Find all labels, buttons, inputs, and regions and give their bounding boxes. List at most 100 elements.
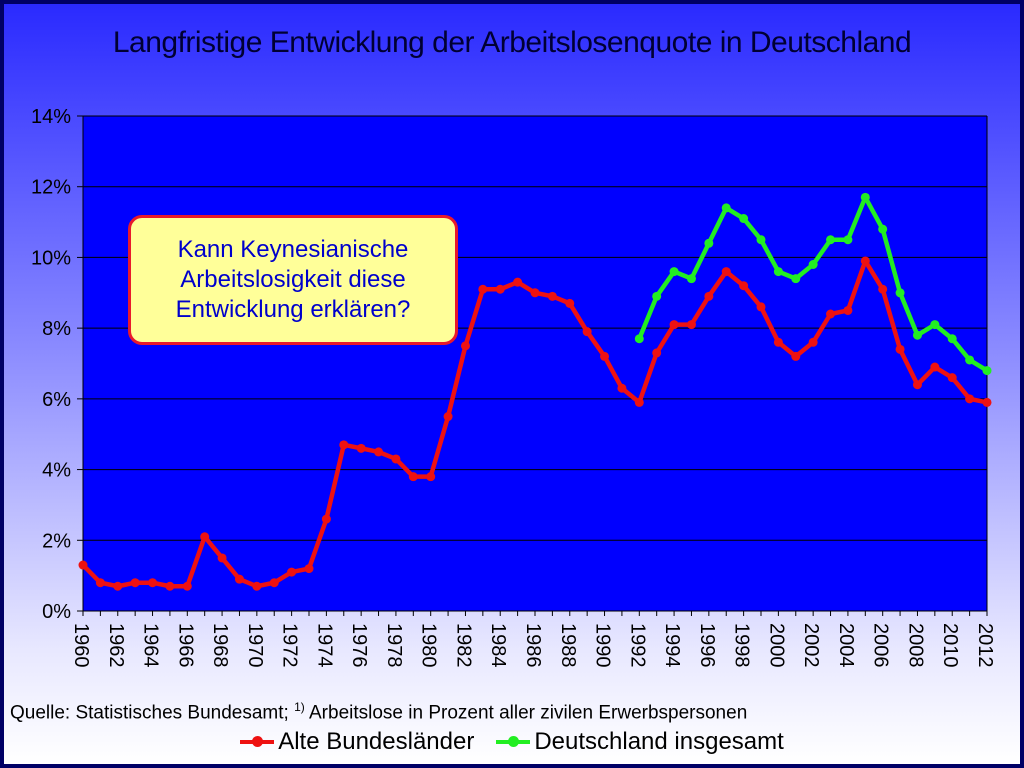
x-tick-label: 1994 <box>661 623 683 668</box>
chart-title: Langfristige Entwicklung der Arbeitslose… <box>112 26 912 59</box>
data-point <box>391 454 401 464</box>
source-note-prefix: Quelle: Statistisches Bundesamt; <box>10 702 295 724</box>
y-axis: 0% 2% 4% 6% 8% 10% 12% 14% <box>31 106 83 623</box>
data-point <box>826 309 836 319</box>
data-point <box>321 514 331 524</box>
x-tick-label: 1962 <box>105 623 127 668</box>
x-tick-label: 1964 <box>140 623 162 668</box>
data-point <box>912 380 922 390</box>
x-tick-label: 1984 <box>487 623 509 668</box>
data-point <box>478 284 488 294</box>
data-point <box>234 574 244 584</box>
callout-text: Kann Keynesianische Arbeitslosigkeit die… <box>175 236 411 323</box>
data-point <box>965 394 975 404</box>
data-point <box>930 320 940 330</box>
data-point <box>78 560 88 570</box>
data-point <box>704 291 714 301</box>
data-point <box>895 288 905 298</box>
line-chart: 0% 2% 4% 6% 8% 10% 12% 14% 1960 1962 1964 1966 1968… <box>31 106 996 668</box>
data-point <box>513 277 523 287</box>
legend-entry-alte-bundeslaender: Alte Bundesländer <box>240 728 474 756</box>
data-point <box>530 288 540 298</box>
x-tick-label: 1986 <box>522 623 544 668</box>
data-point <box>634 397 644 407</box>
data-point <box>843 235 853 245</box>
x-axis: 1960 1962 1964 1966 1968 1970 1972 1974 1976 1978… <box>70 611 996 668</box>
data-point <box>460 341 470 351</box>
legend-swatch-red <box>240 736 275 747</box>
data-point <box>721 267 731 277</box>
y-tick-label: 8% <box>42 318 71 340</box>
data-point <box>130 578 140 588</box>
legend-swatch-green <box>496 736 531 747</box>
data-point <box>704 238 714 248</box>
data-point <box>756 302 766 312</box>
x-tick-label: 1966 <box>174 623 196 668</box>
legend-marker-red <box>252 736 264 747</box>
x-tick-label: 1970 <box>244 623 266 668</box>
data-point <box>148 578 158 588</box>
data-point <box>756 235 766 245</box>
data-point <box>217 553 227 563</box>
data-point <box>791 274 801 284</box>
x-tick-label: 1972 <box>279 623 301 668</box>
y-tick-label: 6% <box>42 389 71 411</box>
x-tick-label: 1976 <box>348 623 370 668</box>
data-point <box>495 284 505 294</box>
data-point <box>600 351 610 361</box>
data-point <box>965 355 975 365</box>
source-note-suffix: Arbeitslose in Prozent aller zivilen Erw… <box>304 702 748 724</box>
data-point <box>947 334 957 344</box>
data-point <box>808 337 818 347</box>
series-deutschland-insgesamt <box>634 192 992 376</box>
source-note-footnote: 1) <box>294 700 305 714</box>
legend-marker-green <box>508 736 520 747</box>
x-tick-label: 1978 <box>383 623 405 668</box>
data-point <box>339 440 349 450</box>
data-point <box>113 581 123 591</box>
data-point <box>582 327 592 337</box>
data-point <box>878 224 888 234</box>
data-point <box>895 344 905 354</box>
series-layer <box>78 192 992 591</box>
data-point <box>860 256 870 266</box>
data-point <box>912 330 922 340</box>
data-point <box>652 348 662 358</box>
data-point <box>547 291 557 301</box>
data-point <box>773 337 783 347</box>
data-point <box>721 203 731 213</box>
x-tick-label: 2004 <box>835 623 857 668</box>
x-tick-label: 1992 <box>626 623 648 668</box>
x-tick-label: 1996 <box>696 623 718 668</box>
x-tick-label: 1990 <box>592 623 614 668</box>
data-point <box>443 412 453 422</box>
data-point <box>374 447 384 457</box>
data-point <box>95 578 105 588</box>
data-point <box>287 567 297 577</box>
y-tick-label: 4% <box>42 460 71 482</box>
x-tick-label: 1974 <box>313 623 335 668</box>
x-tick-label: 2010 <box>939 623 961 668</box>
x-tick-label: 1982 <box>452 623 474 668</box>
legend-label-alte-bundeslaender: Alte Bundesländer <box>278 728 475 755</box>
y-tick-label: 14% <box>31 106 71 128</box>
data-point <box>165 581 175 591</box>
x-tick-label: 1998 <box>731 623 753 668</box>
data-point <box>739 214 749 224</box>
data-point <box>252 581 262 591</box>
data-point <box>617 383 627 393</box>
data-point <box>565 298 575 308</box>
x-tick-label: 1988 <box>557 623 579 668</box>
data-point <box>826 235 836 245</box>
x-tick-label: 2006 <box>870 623 892 668</box>
data-point <box>686 274 696 284</box>
y-tick-label: 12% <box>31 177 71 199</box>
x-tick-label: 2000 <box>765 623 787 668</box>
legend-entry-deutschland: Deutschland insgesamt <box>496 728 784 756</box>
legend-label-deutschland: Deutschland insgesamt <box>534 728 784 755</box>
y-tick-label: 10% <box>31 247 71 269</box>
data-point <box>860 192 870 202</box>
data-point <box>930 362 940 372</box>
data-point <box>739 281 749 291</box>
x-tick-label: 2008 <box>904 623 926 668</box>
